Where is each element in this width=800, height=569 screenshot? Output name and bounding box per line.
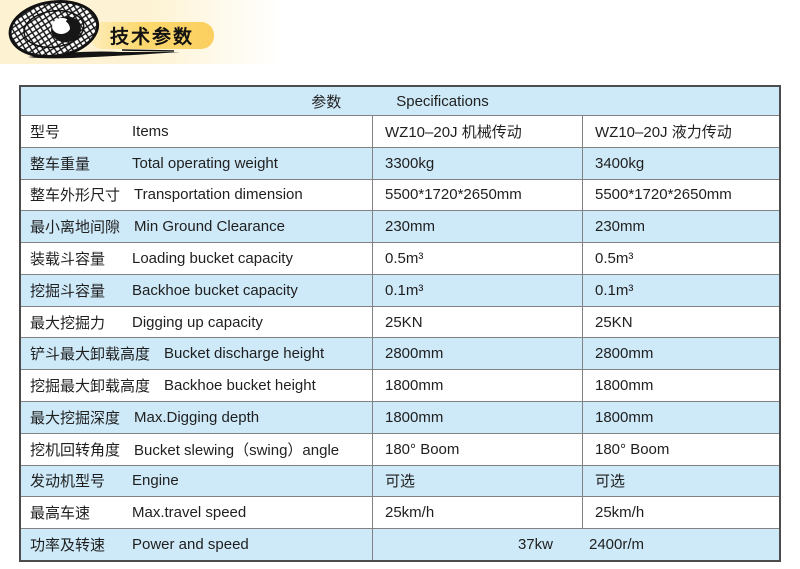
row-label-cn: 整车外形尺寸 — [30, 187, 121, 205]
power-value: 37kw — [517, 536, 553, 554]
row-label-en: Backhoe bucket height — [164, 377, 316, 395]
specifications-table: 参数 Specifications 型号 Items WZ10–20J 机械传动 … — [19, 85, 781, 562]
value-hydraulic: 0.1m³ — [595, 281, 634, 299]
value-hydraulic: 230mm — [595, 218, 646, 236]
table-header-row: 参数 Specifications — [21, 87, 779, 115]
table-row: 铲斗最大卸载高度 Bucket discharge height 2800mm 2… — [21, 337, 779, 370]
row-label-cn: 挖掘斗容量 — [30, 282, 106, 300]
table-row: 挖掘斗容量 Backhoe bucket capacity 0.1m³ 0.1m³ — [21, 273, 779, 306]
row-label-cn: 铲斗最大卸载高度 — [30, 346, 151, 364]
value-mechanical: 5500*1720*2650mm — [373, 179, 583, 211]
table-row: 整车外形尺寸 Transportation dimension 5500*1720… — [21, 178, 779, 211]
row-label-en: Backhoe bucket capacity — [132, 281, 298, 299]
row-label-cn: 发动机型号 — [30, 473, 106, 491]
value-hydraulic: 25KN — [595, 313, 633, 331]
row-label-en: Min Ground Clearance — [134, 218, 285, 236]
row-label-cn: 型号 — [30, 123, 61, 141]
page-header: 技术参数 — [0, 0, 800, 80]
value-mechanical: 可选 — [373, 465, 583, 497]
row-label-en: Bucket discharge height — [164, 345, 325, 363]
table-row: 最大挖掘深度 Max.Digging depth 1800mm 1800mm — [21, 401, 779, 433]
row-label-en: Digging up capacity — [132, 313, 263, 331]
value-mechanical: 0.1m³ — [373, 274, 583, 306]
table-row: 最大挖掘力 Digging up capacity 25KN 25KN — [21, 305, 779, 338]
value-hydraulic: 2800mm — [595, 345, 654, 363]
row-label-cn: 功率及转速 — [30, 537, 106, 555]
value-mechanical: 2800mm — [373, 338, 583, 370]
header-label-en: Specifications — [396, 92, 489, 110]
row-label-cn: 挖掘最大卸载高度 — [30, 378, 151, 396]
row-label-en: Total operating weight — [132, 154, 278, 172]
row-label-en: Bucket slewing（swing）angle — [134, 441, 340, 459]
row-label-en: Max.Digging depth — [134, 408, 260, 426]
row-label-en: Engine — [132, 472, 179, 490]
table-row: 整车重量 Total operating weight 3300kg 3400kg — [21, 146, 779, 179]
row-label-cn: 最小离地间隙 — [30, 219, 121, 237]
value-mechanical: 1800mm — [373, 402, 583, 433]
row-label-en: Items — [132, 122, 169, 140]
row-label-cn: 整车重量 — [30, 155, 91, 173]
row-label-en: Max.travel speed — [132, 504, 247, 522]
value-mechanical: 1800mm — [373, 370, 583, 402]
row-label-en: Loading bucket capacity — [132, 250, 293, 268]
row-label-cn: 最高车速 — [30, 505, 91, 523]
table-row: 挖机回转角度 Bucket slewing（swing）angle 180° Bo… — [21, 432, 779, 465]
speed-value: 2400r/m — [589, 536, 645, 554]
table-row: 最小离地间隙 Min Ground Clearance 230mm 230mm — [21, 210, 779, 243]
value-hydraulic: 5500*1720*2650mm — [595, 186, 732, 204]
header-label-cn: 参数 — [311, 93, 342, 111]
table-row: 发动机型号 Engine 可选 可选 — [21, 464, 779, 497]
row-label-cn: 最大挖掘力 — [30, 314, 106, 332]
row-label-cn: 挖机回转角度 — [30, 441, 121, 459]
value-mechanical: 25km/h — [373, 497, 583, 529]
row-label-en: Power and speed — [132, 536, 249, 554]
value-hydraulic: 180° Boom — [595, 440, 670, 458]
table-row: 装载斗容量 Loading bucket capacity 0.5m³ 0.5m³ — [21, 242, 779, 274]
row-label-en: Transportation dimension — [134, 186, 303, 204]
value-hydraulic: 3400kg — [595, 154, 645, 172]
page-title: 技术参数 — [109, 27, 194, 48]
value-mechanical: WZ10–20J 机械传动 — [373, 116, 583, 147]
value-mechanical: 230mm — [373, 211, 583, 243]
value-hydraulic: 1800mm — [595, 377, 654, 395]
value-hydraulic: WZ10–20J 液力传动 — [595, 123, 732, 141]
value-mechanical: 0.5m³ — [373, 243, 583, 274]
row-label-cn: 最大挖掘深度 — [30, 409, 121, 427]
table-row: 功率及转速 Power and speed 37kw 2400r/m — [21, 528, 779, 560]
value-hydraulic: 可选 — [595, 473, 626, 491]
table-row: 挖掘最大卸载高度 Backhoe bucket height 1800mm 180… — [21, 369, 779, 402]
value-mechanical: 180° Boom — [373, 433, 583, 465]
value-hydraulic: 1800mm — [595, 408, 654, 426]
section-title-badge: 技术参数 — [90, 22, 214, 49]
table-row: 最高车速 Max.travel speed 25km/h 25km/h — [21, 496, 779, 529]
value-hydraulic: 0.5m³ — [595, 250, 634, 268]
value-mechanical: 25KN — [373, 306, 583, 338]
table-row: 型号 Items WZ10–20J 机械传动 WZ10–20J 液力传动 — [21, 115, 779, 147]
value-hydraulic: 25km/h — [595, 504, 645, 522]
value-mechanical: 3300kg — [373, 147, 583, 179]
value-merged: 37kw 2400r/m — [373, 529, 779, 560]
row-label-cn: 装载斗容量 — [30, 251, 106, 269]
